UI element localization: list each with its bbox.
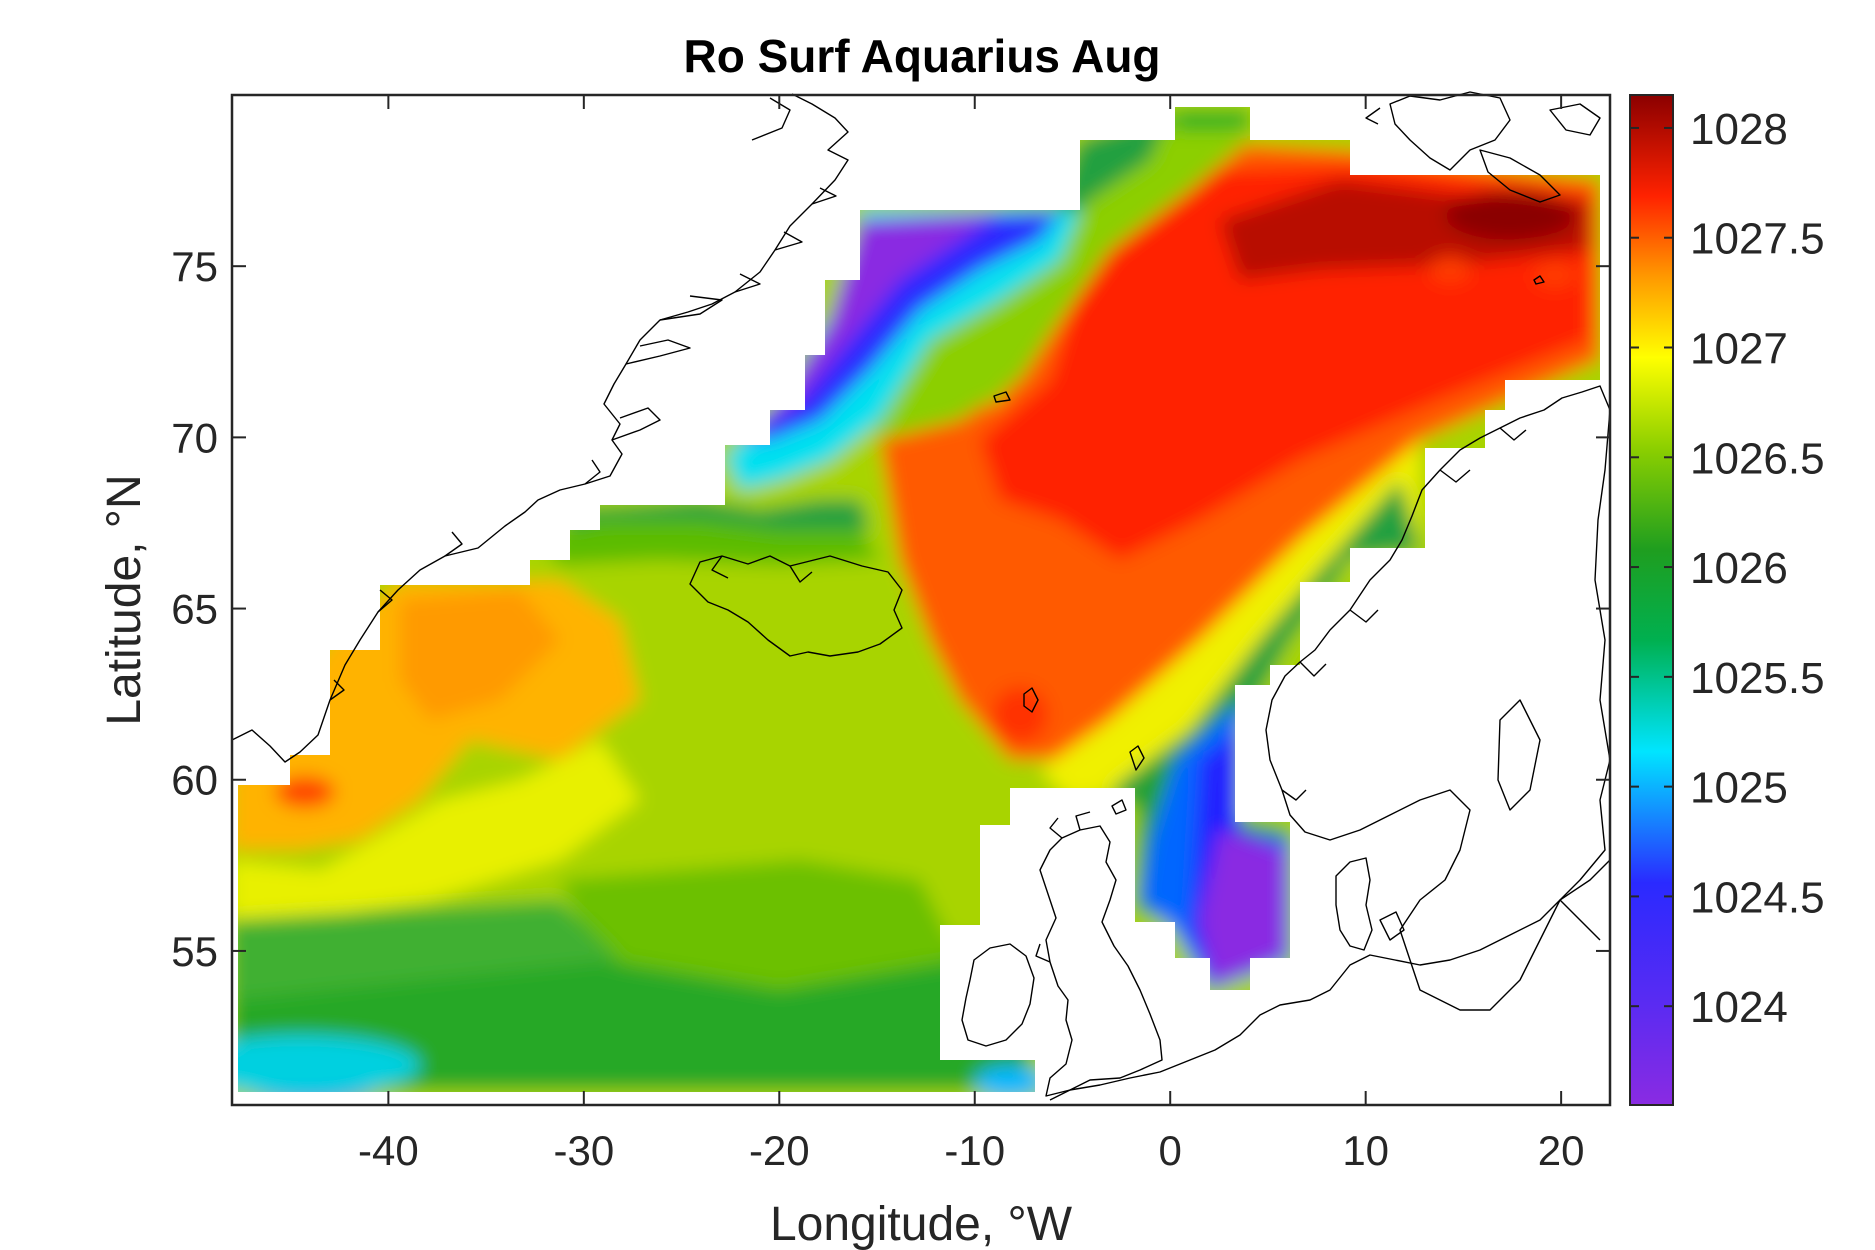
britain-coast <box>1039 825 1163 1097</box>
x-axis: -40 -30 -20 -10 0 10 20 <box>358 95 1584 1174</box>
colorbar-tick-label: 1026 <box>1690 544 1788 593</box>
heatmap-field <box>238 107 1600 1092</box>
colorbar-tick-label: 1027.5 <box>1690 215 1825 264</box>
plot-area <box>230 93 1612 1107</box>
europe-coast <box>1049 859 1611 1101</box>
y-axis-label: Latitude, °N <box>98 474 151 725</box>
x-tick-label: 10 <box>1342 1127 1389 1174</box>
colorbar-tick-label: 1028 <box>1690 105 1788 154</box>
x-tick-label: -20 <box>749 1127 810 1174</box>
x-tick-label: 0 <box>1159 1127 1182 1174</box>
x-tick-label: 20 <box>1538 1127 1585 1174</box>
y-tick-label: 65 <box>171 586 218 633</box>
colorbar <box>1629 94 1674 1106</box>
colorbar-tick-label: 1025 <box>1690 764 1788 813</box>
iceland-coast <box>689 555 903 657</box>
chart-title: Ro Surf Aquarius Aug <box>683 30 1160 82</box>
colorbar-tick-label: 1025.5 <box>1690 654 1825 703</box>
y-tick-label: 55 <box>171 928 218 975</box>
colorbar-tick-label: 1024.5 <box>1690 873 1825 922</box>
svalbard-coast <box>1389 91 1511 171</box>
colorbar-tick-label: 1027 <box>1690 325 1788 374</box>
y-axis: 55 60 65 70 75 <box>171 243 1610 975</box>
x-tick-label: -40 <box>358 1127 419 1174</box>
greenland-coast <box>231 93 849 763</box>
denmark-coast <box>1335 857 1373 951</box>
colorbar-tick-label: 1024 <box>1690 983 1788 1032</box>
coastlines <box>231 91 1611 1101</box>
y-tick-label: 75 <box>171 243 218 290</box>
x-tick-label: -10 <box>944 1127 1005 1174</box>
x-axis-label: Longitude, °W <box>770 1198 1073 1250</box>
ireland-coast <box>961 943 1035 1047</box>
y-tick-label: 60 <box>171 757 218 804</box>
y-tick-label: 70 <box>171 414 218 461</box>
colorbar-tick-label: 1026.5 <box>1690 434 1825 483</box>
colorbar-ticks: 1024 1024.5 1025 1025.5 1026 1026.5 1027 1027.5… <box>1630 105 1825 1032</box>
x-tick-label: -30 <box>553 1127 614 1174</box>
scandinavia-coast <box>1265 385 1611 1011</box>
